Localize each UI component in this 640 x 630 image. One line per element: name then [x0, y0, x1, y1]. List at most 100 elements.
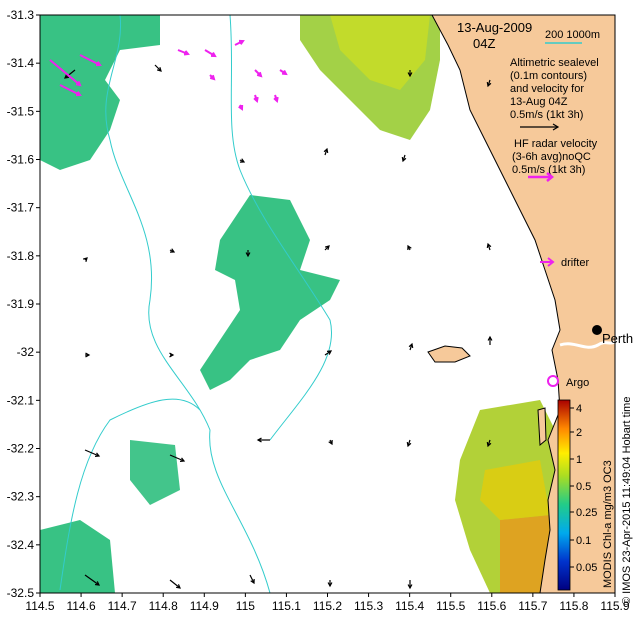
velocity-arrow-head [323, 147, 329, 154]
lat-tick-label: -32.1 [7, 393, 35, 407]
velocity-arrow-head [273, 96, 279, 103]
longitude-axis: 114.5 114.6 114.7 114.8 114.9 115 115.1 115.2 11… [25, 593, 630, 613]
map-time: 04Z [473, 36, 495, 51]
lat-tick-label: -31.6 [7, 153, 35, 167]
lon-tick-label: 115.8 [559, 599, 588, 613]
velocity-arrow-head [238, 104, 244, 111]
velocity-arrow-head [326, 350, 333, 355]
chl-patch-nw [40, 15, 160, 170]
chlorophyll-patches [40, 15, 560, 593]
colorbar-tick-label: 1 [576, 454, 582, 466]
drifter-label: drifter [561, 257, 589, 269]
velocity-arrow-head [95, 61, 102, 67]
radar-legend-line: (3-6h avg)noQC [512, 151, 591, 163]
lon-tick-label: 115.4 [395, 599, 424, 613]
velocity-arrow-head [169, 248, 176, 253]
latitude-axis: -31.3 -31.4 -31.5 -31.6 -31.7 -31.8 -31.9 -32 -3… [7, 8, 40, 600]
velocity-arrow-head [245, 252, 251, 258]
altimetry-legend-line: Altimetric sealevel [510, 57, 599, 69]
colorbar [557, 399, 571, 591]
chl-patch-south-coast-high [500, 515, 555, 593]
velocity-arrow-head [183, 50, 190, 56]
velocity-arrow-head [487, 335, 493, 341]
altimetry-legend-line: (0.1m contours) [510, 70, 587, 82]
lon-tick-label: 115.2 [313, 599, 342, 613]
velocity-arrow [249, 574, 255, 584]
velocity-arrow-head [256, 71, 263, 78]
bathy-legend: 200 1000m [545, 29, 600, 41]
velocity-arrow-head [85, 352, 91, 358]
altimetry-legend: Altimetric sealevel(0.1m contours)and ve… [510, 57, 599, 121]
velocity-arrow [64, 69, 76, 79]
colorbar-tick-label: 0.05 [576, 562, 597, 574]
velocity-arrow-head [64, 74, 70, 79]
lat-tick-label: -31.4 [7, 56, 35, 70]
velocity-arrow-head [407, 584, 413, 590]
altimetry-velocity-arrows [64, 64, 493, 590]
bathy-contour-200m-b [229, 15, 332, 441]
velocity-arrow [49, 59, 81, 86]
colorbar-tick-label: 0.5 [576, 481, 591, 493]
velocity-arrow-head [250, 578, 255, 585]
velocity-arrow-head [82, 257, 88, 263]
velocity-arrow-head [486, 242, 492, 249]
lat-tick-label: -32.4 [7, 538, 35, 552]
velocity-arrow-head [408, 342, 414, 349]
copyright-note: © IMOS 23-Apr-2015 11:49:04 Hobart time [621, 397, 633, 605]
perth-marker [592, 325, 602, 335]
colorbar-ticks: 4 2 1 0.5 0.25 0.1 0.05 [570, 403, 597, 574]
lat-tick-label: -31.8 [7, 249, 35, 263]
lat-tick-label: -32.5 [7, 586, 35, 600]
velocity-arrow-head [256, 437, 262, 443]
velocity-arrow [59, 84, 81, 96]
city-label: Perth [602, 331, 633, 346]
velocity-arrow [169, 579, 181, 589]
hf-radar-velocity-arrows [49, 39, 288, 111]
velocity-arrow [84, 449, 100, 457]
bathy-contour-1000m [59, 398, 201, 591]
drifter-arrow [540, 257, 555, 267]
lon-tick-label: 114.8 [149, 599, 178, 613]
chl-patch-south-west [40, 520, 115, 593]
lat-tick-label: -31.9 [7, 297, 35, 311]
velocity-arrow-head [94, 581, 101, 586]
velocity-arrow-head [209, 74, 216, 81]
lon-tick-label: 114.9 [190, 599, 219, 613]
velocity-arrow-head [281, 69, 288, 76]
altimetry-legend-line: and velocity for [510, 83, 584, 95]
velocity-arrow-head [156, 66, 162, 72]
altimetry-legend-line: 13-Aug 04Z [510, 96, 568, 108]
lon-tick-label: 115.1 [272, 599, 301, 613]
garden-island [537, 407, 547, 447]
lon-tick-label: 115.7 [518, 599, 547, 613]
velocity-arrow-head [210, 52, 217, 58]
map-date: 13-Aug-2009 [457, 20, 532, 35]
velocity-arrow [79, 54, 101, 66]
velocity-arrow-head [407, 244, 412, 251]
swan-river [559, 340, 615, 349]
velocity-arrow-head [169, 352, 175, 358]
velocity-arrow-head [75, 80, 82, 87]
colorbar-tick-label: 0.1 [576, 535, 591, 547]
lon-tick-label: 115.3 [354, 599, 383, 613]
lon-tick-label: 114.7 [108, 599, 137, 613]
velocity-arrow-head [179, 457, 186, 462]
velocity-arrow [169, 454, 185, 462]
argo-label: Argo [566, 377, 589, 389]
chl-patch-south-coast-mid [480, 460, 550, 520]
argo-marker [547, 375, 559, 387]
lon-tick-label: 115.6 [477, 599, 506, 613]
velocity-arrow-head [94, 452, 101, 457]
velocity-arrow-head [175, 584, 181, 589]
lon-tick-label: 115.5 [436, 599, 465, 613]
chl-patch-central [200, 195, 340, 390]
lon-tick-label: 115.9 [600, 599, 629, 613]
colorbar-tick-label: 4 [576, 403, 582, 415]
chl-patch-south-small [130, 440, 180, 505]
bathy-contour-200m [105, 15, 271, 593]
lat-tick-label: -31.7 [7, 201, 35, 215]
velocity-arrow [84, 574, 100, 586]
colorbar-title: MODIS Chl-a mg/m3 OC3 [602, 460, 614, 588]
